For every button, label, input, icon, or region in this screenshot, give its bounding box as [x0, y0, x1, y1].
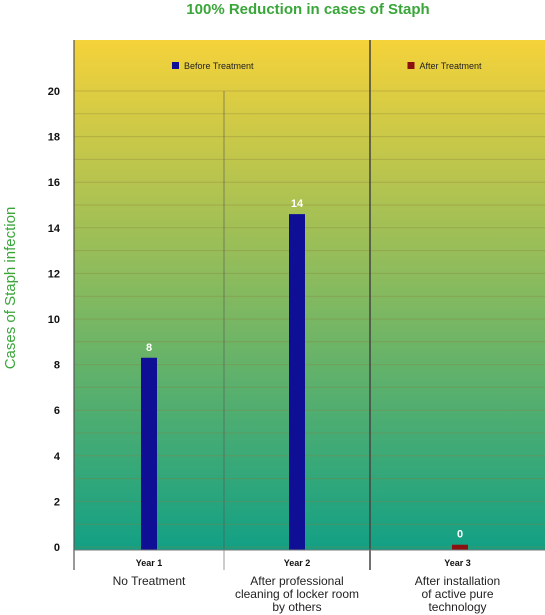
data-label: 8	[146, 342, 152, 354]
y-tick-label: 2	[54, 496, 60, 508]
legend: Before Treatment After Treatment	[172, 61, 482, 71]
y-tick-label: 20	[48, 86, 60, 98]
y-tick-label: 16	[48, 177, 60, 189]
legend-swatch	[172, 62, 179, 69]
x-tick-label: Year 1	[136, 558, 163, 568]
category-description: cleaning of locker room	[235, 587, 359, 601]
bar	[141, 357, 157, 550]
data-label: 14	[291, 198, 304, 210]
x-tick-label: Year 3	[444, 558, 471, 568]
category-description: After professional	[250, 574, 343, 588]
bar	[289, 214, 305, 550]
panel-dividers	[73, 40, 371, 570]
x-tick-label: Year 2	[284, 558, 311, 568]
category-description: technology	[428, 600, 486, 614]
y-axis-ticks: 0 2 4 6 8 10 12 14 16 18 20	[48, 86, 61, 554]
category-description: No Treatment	[113, 574, 186, 588]
legend-label: Before Treatment	[184, 61, 254, 71]
y-axis-label: Cases of Staph infection	[2, 207, 19, 370]
x-axis: Year 1 No Treatment Year 2 After profession…	[74, 549, 545, 614]
y-tick-label: 8	[54, 360, 60, 372]
y-tick-label: 0	[54, 542, 60, 554]
y-tick-label: 18	[48, 132, 60, 144]
chart-title: 100% Reduction in cases of Staph	[186, 1, 429, 18]
category-description: After installation	[415, 574, 500, 588]
y-tick-label: 14	[48, 223, 61, 235]
y-tick-label: 10	[48, 314, 60, 326]
category-description: by others	[272, 600, 321, 614]
y-tick-label: 4	[54, 451, 61, 463]
legend-label: After Treatment	[420, 61, 483, 71]
legend-swatch	[407, 62, 415, 69]
data-label: 0	[457, 529, 463, 541]
category-description: of active pure	[421, 587, 493, 601]
bar	[452, 544, 468, 550]
bars: 8 14 0	[141, 198, 468, 550]
y-tick-label: 12	[48, 268, 60, 280]
legend-item: Before Treatment	[172, 61, 254, 71]
legend-item: After Treatment	[407, 61, 483, 71]
y-tick-label: 6	[54, 405, 60, 417]
